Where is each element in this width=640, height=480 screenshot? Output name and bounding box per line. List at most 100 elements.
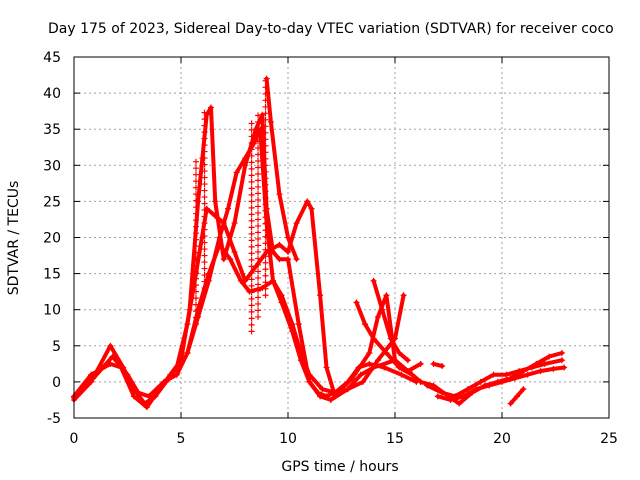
x-tick-label: 25 — [600, 431, 618, 447]
data-point — [90, 375, 97, 382]
data-point — [374, 357, 381, 364]
data-point — [537, 368, 544, 375]
data-point — [516, 368, 523, 375]
y-tick-label: 30 — [43, 158, 61, 174]
data-point — [383, 350, 390, 357]
data-point — [220, 256, 227, 263]
series-track-6 — [354, 300, 415, 377]
data-point — [259, 285, 266, 292]
data-point — [207, 104, 214, 111]
data-point — [353, 299, 360, 306]
data-point — [332, 389, 339, 396]
chart-title: Day 175 of 2023, Sidereal Day-to-day VTE… — [48, 21, 614, 37]
data-point — [231, 248, 238, 255]
data-point — [357, 371, 364, 378]
data-point — [430, 360, 437, 367]
data-point — [507, 400, 514, 407]
data-point — [143, 404, 150, 411]
data-point — [424, 382, 431, 389]
data-point — [379, 306, 386, 313]
data-point — [528, 364, 535, 371]
data-point — [276, 241, 283, 248]
data-point — [88, 371, 95, 378]
data-point — [541, 360, 548, 367]
data-point — [216, 234, 223, 241]
data-point — [323, 393, 330, 400]
spike-1 — [192, 158, 199, 328]
data-point — [366, 360, 373, 367]
data-point — [278, 292, 285, 299]
data-point — [285, 234, 291, 241]
y-tick-label: 25 — [43, 194, 61, 210]
data-point — [267, 118, 274, 125]
data-point — [306, 371, 313, 378]
y-tick-label: 35 — [43, 122, 61, 138]
data-point — [561, 364, 568, 371]
data-point — [289, 321, 296, 328]
data-point — [109, 353, 116, 360]
data-point — [205, 270, 212, 277]
x-tick-label: 10 — [279, 431, 297, 447]
grid — [74, 57, 609, 418]
data-point — [293, 220, 300, 227]
data-point — [499, 378, 505, 385]
data-point — [511, 375, 518, 382]
data-point — [304, 198, 311, 205]
data-point — [184, 350, 191, 357]
data-point — [383, 292, 390, 299]
data-point — [285, 248, 291, 255]
x-axis-ticks: 0 5 10 15 20 25 — [70, 57, 618, 447]
data-point — [370, 335, 377, 342]
data-point — [370, 277, 377, 284]
y-tick-label: 15 — [43, 267, 61, 283]
data-point — [550, 365, 557, 372]
spike-2 — [201, 109, 208, 292]
data-point — [186, 306, 193, 313]
y-tick-label: 20 — [43, 231, 61, 247]
series-track-10 — [425, 358, 564, 399]
data-point — [417, 378, 424, 385]
data-point — [404, 357, 411, 364]
x-tick-label: 20 — [493, 431, 511, 447]
data-point — [242, 155, 249, 162]
data-point — [486, 382, 493, 389]
spike-3 — [248, 120, 255, 335]
data-point — [216, 241, 223, 248]
data-point — [439, 389, 446, 396]
data-point — [308, 205, 315, 212]
data-point — [270, 277, 277, 284]
y-tick-label: 0 — [52, 375, 61, 391]
data-point — [237, 277, 244, 284]
data-point — [439, 363, 446, 370]
data-point — [344, 378, 351, 385]
data-point — [314, 389, 321, 396]
data-point — [295, 321, 302, 328]
data-point — [503, 371, 510, 378]
data-point — [317, 292, 324, 299]
data-point — [160, 378, 167, 385]
data-point — [409, 371, 416, 378]
data-point — [263, 220, 270, 227]
data-point — [396, 364, 403, 371]
data-point — [381, 364, 388, 371]
x-tick-label: 0 — [70, 431, 79, 447]
data-point — [362, 321, 369, 328]
data-point — [460, 393, 467, 400]
data-point — [473, 386, 480, 393]
y-tick-label: 45 — [43, 50, 61, 66]
data-point — [130, 393, 137, 400]
data-point — [227, 256, 234, 263]
data-point — [124, 371, 131, 378]
data-point — [344, 386, 351, 393]
data-point — [231, 220, 238, 227]
x-tick-label: 15 — [386, 431, 404, 447]
data-point — [225, 205, 232, 212]
data-point — [145, 393, 152, 400]
y-axis-title: SDTVAR / TECUs — [6, 181, 22, 296]
data-point — [276, 256, 283, 263]
data-point — [400, 292, 407, 299]
y-tick-label: 40 — [43, 86, 61, 102]
data-point — [306, 378, 313, 385]
data-point — [434, 393, 441, 400]
